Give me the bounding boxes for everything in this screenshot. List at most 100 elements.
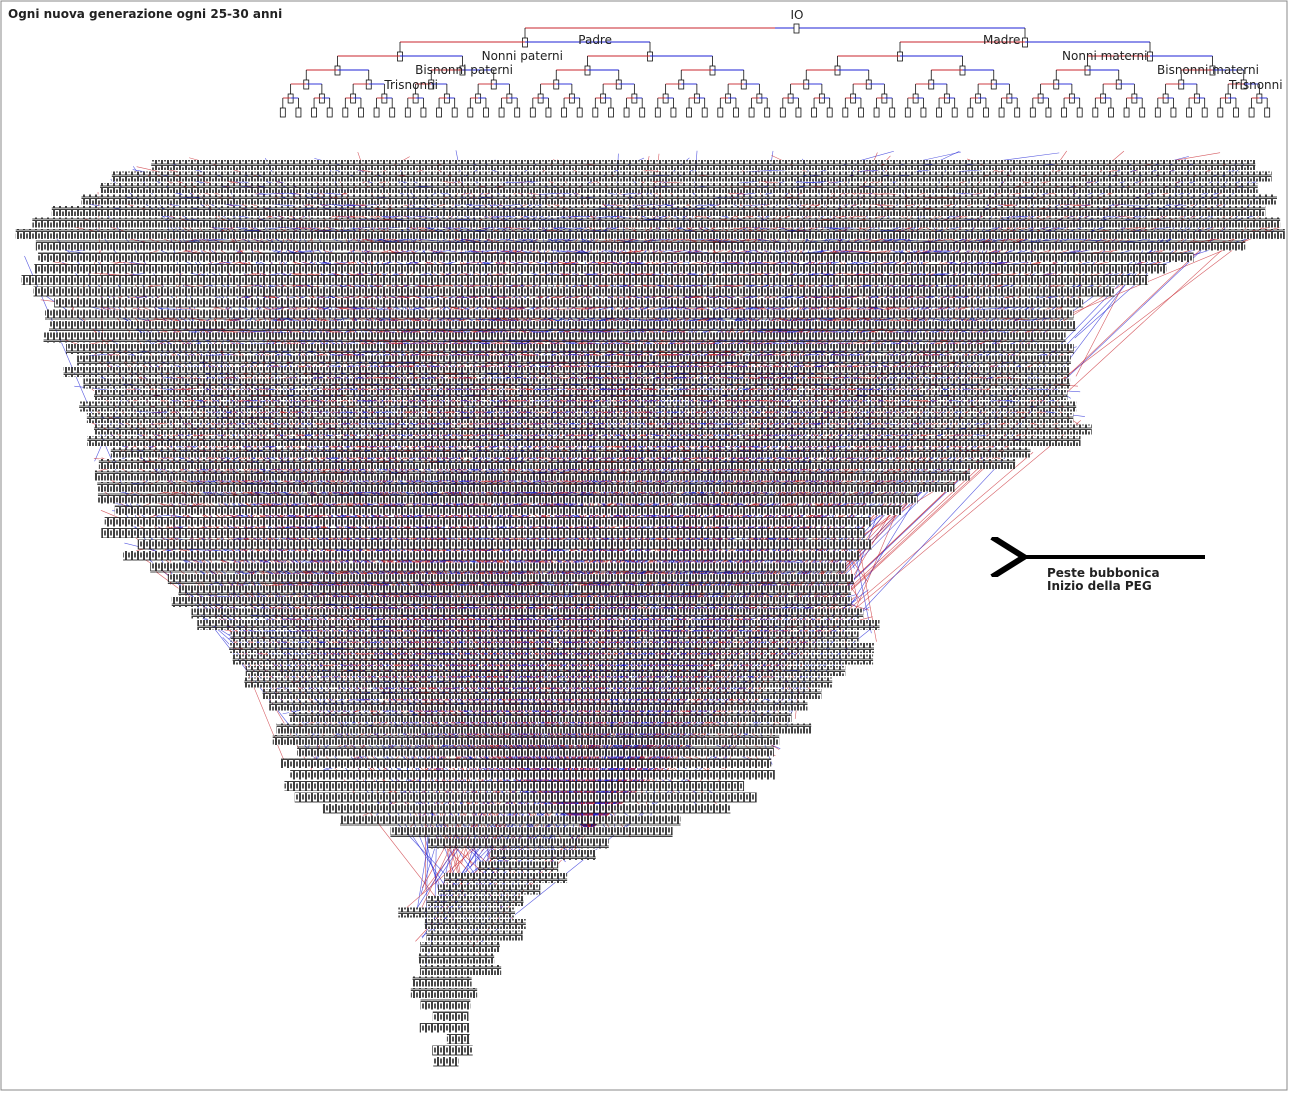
generation-row xyxy=(100,183,1258,193)
person-box xyxy=(749,108,754,117)
generation-row xyxy=(433,1057,458,1067)
person-box xyxy=(804,80,809,89)
generation-row xyxy=(83,379,1070,389)
person-box xyxy=(507,94,512,103)
person-box xyxy=(1046,108,1051,117)
person-box xyxy=(937,108,942,117)
person-box xyxy=(780,108,785,117)
person-box xyxy=(655,108,660,117)
generation-row xyxy=(45,310,1074,320)
person-box xyxy=(601,94,606,103)
person-box xyxy=(827,108,832,117)
person-box xyxy=(1038,94,1043,103)
person-box xyxy=(765,108,770,117)
generation-row xyxy=(444,873,567,883)
generation-row xyxy=(478,862,558,872)
person-box xyxy=(1187,108,1192,117)
generation-row xyxy=(273,735,780,745)
person-box xyxy=(405,108,410,117)
generation-row xyxy=(420,942,500,952)
generation-row xyxy=(244,678,832,688)
generation-row xyxy=(433,1011,469,1021)
person-box xyxy=(608,108,613,117)
generation-row xyxy=(426,931,522,941)
person-box xyxy=(288,94,293,103)
person-box xyxy=(648,52,653,61)
generation-row xyxy=(16,229,1285,239)
generation-row xyxy=(340,816,680,826)
person-box xyxy=(1249,108,1254,117)
generation-row xyxy=(64,367,1070,377)
person-box xyxy=(640,108,645,117)
person-box xyxy=(1140,108,1145,117)
person-box xyxy=(476,94,481,103)
person-box xyxy=(968,108,973,117)
person-box xyxy=(913,94,918,103)
generation-row xyxy=(105,517,871,527)
person-box xyxy=(1101,94,1106,103)
person-box xyxy=(280,108,285,117)
person-box xyxy=(452,108,457,117)
person-box xyxy=(1030,108,1035,117)
person-box xyxy=(319,94,324,103)
person-box xyxy=(390,108,395,117)
person-box xyxy=(952,108,957,117)
generation-row xyxy=(22,275,1149,285)
label-paternal-great-grandparents: Bisnonni paterni xyxy=(415,63,513,77)
label-great-great-right: Trisnonni xyxy=(1228,78,1283,92)
person-box xyxy=(491,80,496,89)
person-box xyxy=(1069,94,1074,103)
person-box xyxy=(296,108,301,117)
generation-row xyxy=(87,413,1073,423)
person-box xyxy=(585,66,590,75)
person-box xyxy=(694,94,699,103)
person-box xyxy=(562,108,567,117)
person-box xyxy=(866,80,871,89)
generation-row xyxy=(81,195,1277,205)
person-box xyxy=(882,94,887,103)
generation-row xyxy=(178,586,851,596)
person-box xyxy=(819,94,824,103)
generation-row xyxy=(398,908,515,918)
person-box xyxy=(538,94,543,103)
person-box xyxy=(1023,38,1028,47)
generation-row xyxy=(32,218,1280,228)
generation-row xyxy=(277,724,812,734)
generation-row xyxy=(229,643,874,653)
person-box xyxy=(1108,108,1113,117)
person-box xyxy=(960,66,965,75)
person-box xyxy=(530,108,535,117)
person-box xyxy=(374,108,379,117)
person-box xyxy=(874,108,879,117)
generation-row xyxy=(425,919,526,929)
generation-row xyxy=(246,666,846,676)
person-box xyxy=(726,94,731,103)
generation-row xyxy=(123,551,859,561)
person-box xyxy=(1077,108,1082,117)
generation-row xyxy=(281,758,771,768)
person-box xyxy=(944,94,949,103)
person-box xyxy=(858,108,863,117)
label-maternal-great-grandparents: Bisnonni materni xyxy=(1157,63,1259,77)
generation-row xyxy=(284,781,744,791)
person-box xyxy=(718,108,723,117)
person-box xyxy=(1132,94,1137,103)
label-great-great-left: Trisnonni xyxy=(383,78,438,92)
person-box xyxy=(577,108,582,117)
person-box xyxy=(983,108,988,117)
generation-row xyxy=(99,459,1015,469)
person-box xyxy=(312,108,317,117)
person-box xyxy=(1163,94,1168,103)
person-box xyxy=(679,80,684,89)
generation-row xyxy=(427,896,524,906)
generation-row xyxy=(191,609,863,619)
person-box xyxy=(327,108,332,117)
generation-row xyxy=(419,954,494,964)
person-box xyxy=(593,108,598,117)
label-maternal-grandparents: Nonni materni xyxy=(1062,49,1147,63)
annotation-line: Peste bubbonica xyxy=(1047,566,1160,580)
generation-row xyxy=(231,632,859,642)
generation-row xyxy=(447,1034,470,1044)
generation-row xyxy=(490,850,595,860)
person-box xyxy=(358,108,363,117)
